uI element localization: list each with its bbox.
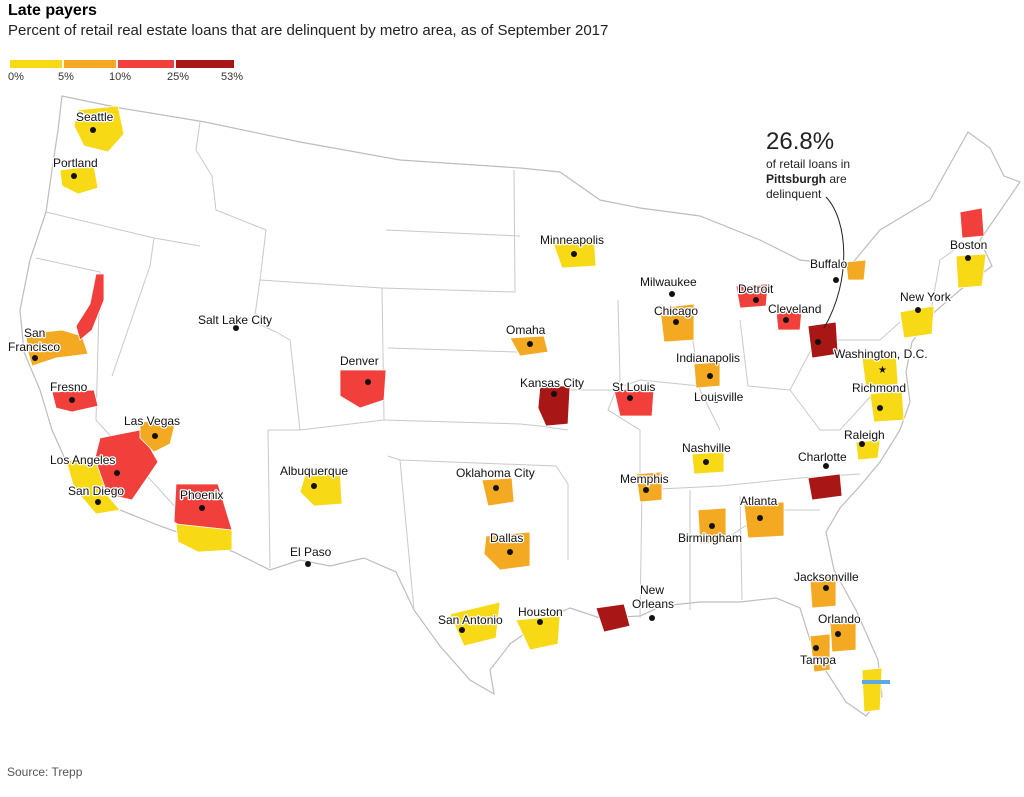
pittsburgh-callout: 26.8% of retail loans in Pittsburgh are … [766,127,876,202]
label-indianapolis: Indianapolis [676,351,740,365]
label-minneapolis: Minneapolis [540,233,604,247]
source-note: Source: Trepp [7,765,83,779]
callout-leader-line [823,196,845,329]
legend-bin-2 [118,60,174,68]
label-kansascity: Kansas City [520,376,584,390]
metro-sanantonio-shape [449,601,501,647]
label-louisville: Louisville [694,390,744,404]
legend-tick-1: 5% [58,71,74,83]
label-losangeles: Los Angeles [50,453,115,467]
metro-charlotte-shape [807,473,843,501]
label-sanfrancisco: San Francisco [8,326,60,354]
legend-tick-4: 53% [220,71,244,83]
label-saltlakecity: Salt Lake City [198,313,272,327]
callout-value: 26.8% [766,128,835,155]
legend-tick-2: 10% [108,71,132,83]
legend-bin-0 [10,60,62,68]
color-legend: 0% 5% 10% 25% 53% [8,60,244,84]
label-elpaso: El Paso [290,545,332,559]
label-charlotte: Charlotte [798,450,847,464]
metro-fresno-shape [51,389,99,413]
us-metro-map: Seattle Portland San Francisco Fresno Los… [7,95,1021,717]
callout-text: of retail loans in Pittsburgh are delinq… [766,157,876,202]
metro-stlouis-shape [613,387,655,417]
label-phoenix: Phoenix [180,488,223,502]
metro-cleveland-shape [775,307,803,331]
metro-dallas-shape [483,531,531,571]
label-boston: Boston [950,238,987,252]
label-denver: Denver [340,354,379,368]
metro-atlanta-shape [743,501,785,539]
label-houston: Houston [518,605,563,619]
metro-reno-shape [75,273,105,341]
label-dallas: Dallas [490,531,523,545]
metro-kc-shape [537,385,571,427]
label-sandiego: San Diego [68,484,124,498]
metro-jacksonville-shape [809,575,837,609]
label-raleigh: Raleigh [844,428,885,442]
metro-buffalo-shape [845,259,867,281]
callout-line2: are [826,172,847,186]
legend-bin-1 [64,60,116,68]
label-fresno: Fresno [50,380,88,394]
metro-okc-shape [481,477,515,507]
legend-tick-0: 0% [8,71,24,83]
metro-neworleans-shape [595,603,631,633]
metro-sf-shape [25,329,89,367]
metro-maine-shape [959,207,985,239]
metro-portland-shape [59,165,99,195]
metro-denver-shape [339,369,387,409]
city-markers: Seattle Portland San Francisco Fresno Los… [7,109,989,684]
label-sanantonio: San Antonio [438,613,503,627]
label-milwaukee: Milwaukee [640,275,697,289]
label-atlanta: Atlanta [740,494,778,508]
metro-seattle-shape [73,105,125,153]
label-chicago: Chicago [654,304,698,318]
label-washington: Washington, D.C. [834,347,928,361]
label-buffalo: Buffalo [810,257,847,271]
metro-richmond-shape [869,389,905,423]
label-birmingham: Birmingham [678,531,742,545]
label-stlouis: St Louis [612,380,655,394]
metro-boston-shape [955,253,987,289]
label-portland: Portland [53,156,98,170]
label-memphis: Memphis [620,472,669,486]
label-lasvegas: Las Vegas [124,414,180,428]
metro-orlando-shape [829,619,857,653]
label-jacksonville: Jacksonville [794,570,859,584]
label-orlando: Orlando [818,612,861,626]
metro-albuquerque-shape [299,471,343,507]
miami-marker [862,680,890,684]
legend-tick-3: 25% [166,71,190,83]
metro-nyc-shape [899,305,935,339]
metro-indianapolis-shape [693,361,721,389]
metro-miami-shape [861,667,883,713]
label-richmond: Richmond [852,381,906,395]
callout-line1: of retail loans in [766,157,851,171]
label-cleveland: Cleveland [768,302,821,316]
metro-phoenix-sub-shape [175,523,233,553]
callout-line3: delinquent [766,187,822,201]
label-tampa: Tampa [800,653,836,667]
map-title: Late payers [8,2,97,19]
metro-houston-shape [515,615,561,651]
label-newyork: New York [900,290,952,304]
dc-star-icon: ★ [878,365,887,376]
label-nashville: Nashville [682,441,731,455]
legend-bin-3 [176,60,234,68]
label-detroit: Detroit [738,282,774,296]
label-neworleans: New Orleans [632,583,674,611]
metro-sandiego-shape [65,459,121,515]
metro-detroit-shape [735,283,769,309]
metro-tampa-shape [809,633,831,673]
map-subtitle: Percent of retail real estate loans that… [8,22,609,39]
metro-shapes [25,105,987,713]
label-omaha: Omaha [506,323,546,337]
callout-city: Pittsburgh [766,172,826,186]
metro-memphis-shape [635,471,663,503]
label-oklahomacity: Oklahoma City [456,466,535,480]
label-seattle: Seattle [76,110,114,124]
metro-dc-shape [861,353,899,389]
label-albuquerque: Albuquerque [280,464,348,478]
